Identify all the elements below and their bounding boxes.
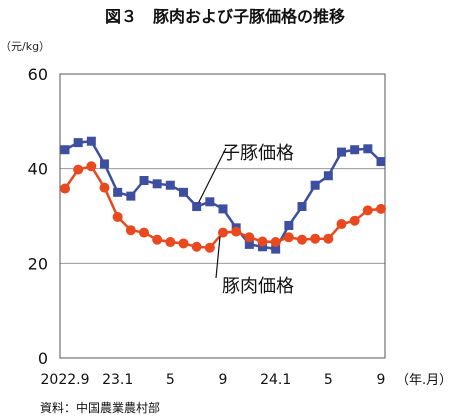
data-point xyxy=(218,227,228,238)
data-point xyxy=(73,138,83,148)
data-point xyxy=(191,241,202,252)
data-point xyxy=(376,203,386,214)
x-tick-label: 23.1 xyxy=(102,372,133,388)
data-point xyxy=(323,171,333,181)
data-point xyxy=(139,176,149,185)
leader-line xyxy=(215,236,221,279)
data-point xyxy=(244,232,255,243)
data-point xyxy=(349,215,360,226)
data-point xyxy=(60,145,70,155)
y-tick-labels: 0 20 40 60 xyxy=(28,65,48,368)
leader-line xyxy=(198,147,227,203)
data-point xyxy=(244,239,254,249)
data-point xyxy=(376,157,386,167)
data-point xyxy=(152,234,163,245)
data-point xyxy=(271,244,281,254)
data-point xyxy=(179,187,188,197)
data-point xyxy=(231,226,242,237)
data-point xyxy=(178,238,189,249)
plot-frame xyxy=(59,73,386,359)
data-point xyxy=(205,197,215,207)
x-tick-labels: 2022.9 23.1 5 9 24.1 5 9 xyxy=(41,372,386,388)
data-point xyxy=(323,233,334,244)
x-tick-label: 5 xyxy=(166,372,175,388)
series-layer xyxy=(60,136,386,254)
x-tick-label: 2022.9 xyxy=(41,372,90,388)
y-unit-label: （元/kg） xyxy=(0,40,50,53)
data-point xyxy=(100,159,109,169)
data-point xyxy=(60,183,70,194)
data-point xyxy=(258,242,267,252)
data-point xyxy=(218,204,228,214)
data-point xyxy=(363,144,373,154)
data-point xyxy=(86,161,97,172)
data-point xyxy=(350,145,360,155)
data-point xyxy=(204,242,215,253)
data-point xyxy=(86,136,96,146)
data-point xyxy=(336,219,347,230)
x-tick-label: 9 xyxy=(377,372,386,388)
data-point xyxy=(270,237,281,248)
series-pork-price xyxy=(60,161,386,253)
y-tick-label: 20 xyxy=(28,254,48,273)
data-point xyxy=(362,205,373,216)
data-point xyxy=(73,164,84,175)
grid-lines xyxy=(60,168,385,264)
data-point xyxy=(284,220,294,230)
x-tick-label: 24.1 xyxy=(260,372,291,388)
data-point xyxy=(310,180,320,190)
series-label-piglet: 子豚価格 xyxy=(222,143,294,164)
data-point xyxy=(113,187,123,197)
data-point xyxy=(165,180,175,190)
data-point xyxy=(310,233,321,244)
data-point xyxy=(297,234,307,245)
data-point xyxy=(283,232,294,243)
data-point xyxy=(297,202,307,212)
data-point xyxy=(192,202,202,212)
series-piglet-price xyxy=(60,136,386,254)
source-note: 資料：中国農業農村部 xyxy=(40,400,160,415)
data-point xyxy=(126,191,136,201)
data-point xyxy=(257,236,268,247)
data-point xyxy=(337,147,346,157)
y-tick-label: 0 xyxy=(38,349,48,368)
data-point xyxy=(165,237,176,248)
chart-title: 図３ 豚肉および子豚価格の推移 xyxy=(105,7,345,26)
x-unit-label: （年.月） xyxy=(396,373,450,388)
y-tick-label: 40 xyxy=(28,160,48,179)
x-tick-label: 9 xyxy=(219,372,228,388)
y-tick-label: 60 xyxy=(28,65,48,84)
data-point xyxy=(139,227,149,238)
series-label-pork: 豚肉価格 xyxy=(222,276,294,297)
data-point xyxy=(112,211,123,222)
data-point xyxy=(152,179,162,189)
data-point xyxy=(125,225,136,236)
x-tick-label: 5 xyxy=(324,372,333,388)
data-point xyxy=(99,182,110,193)
